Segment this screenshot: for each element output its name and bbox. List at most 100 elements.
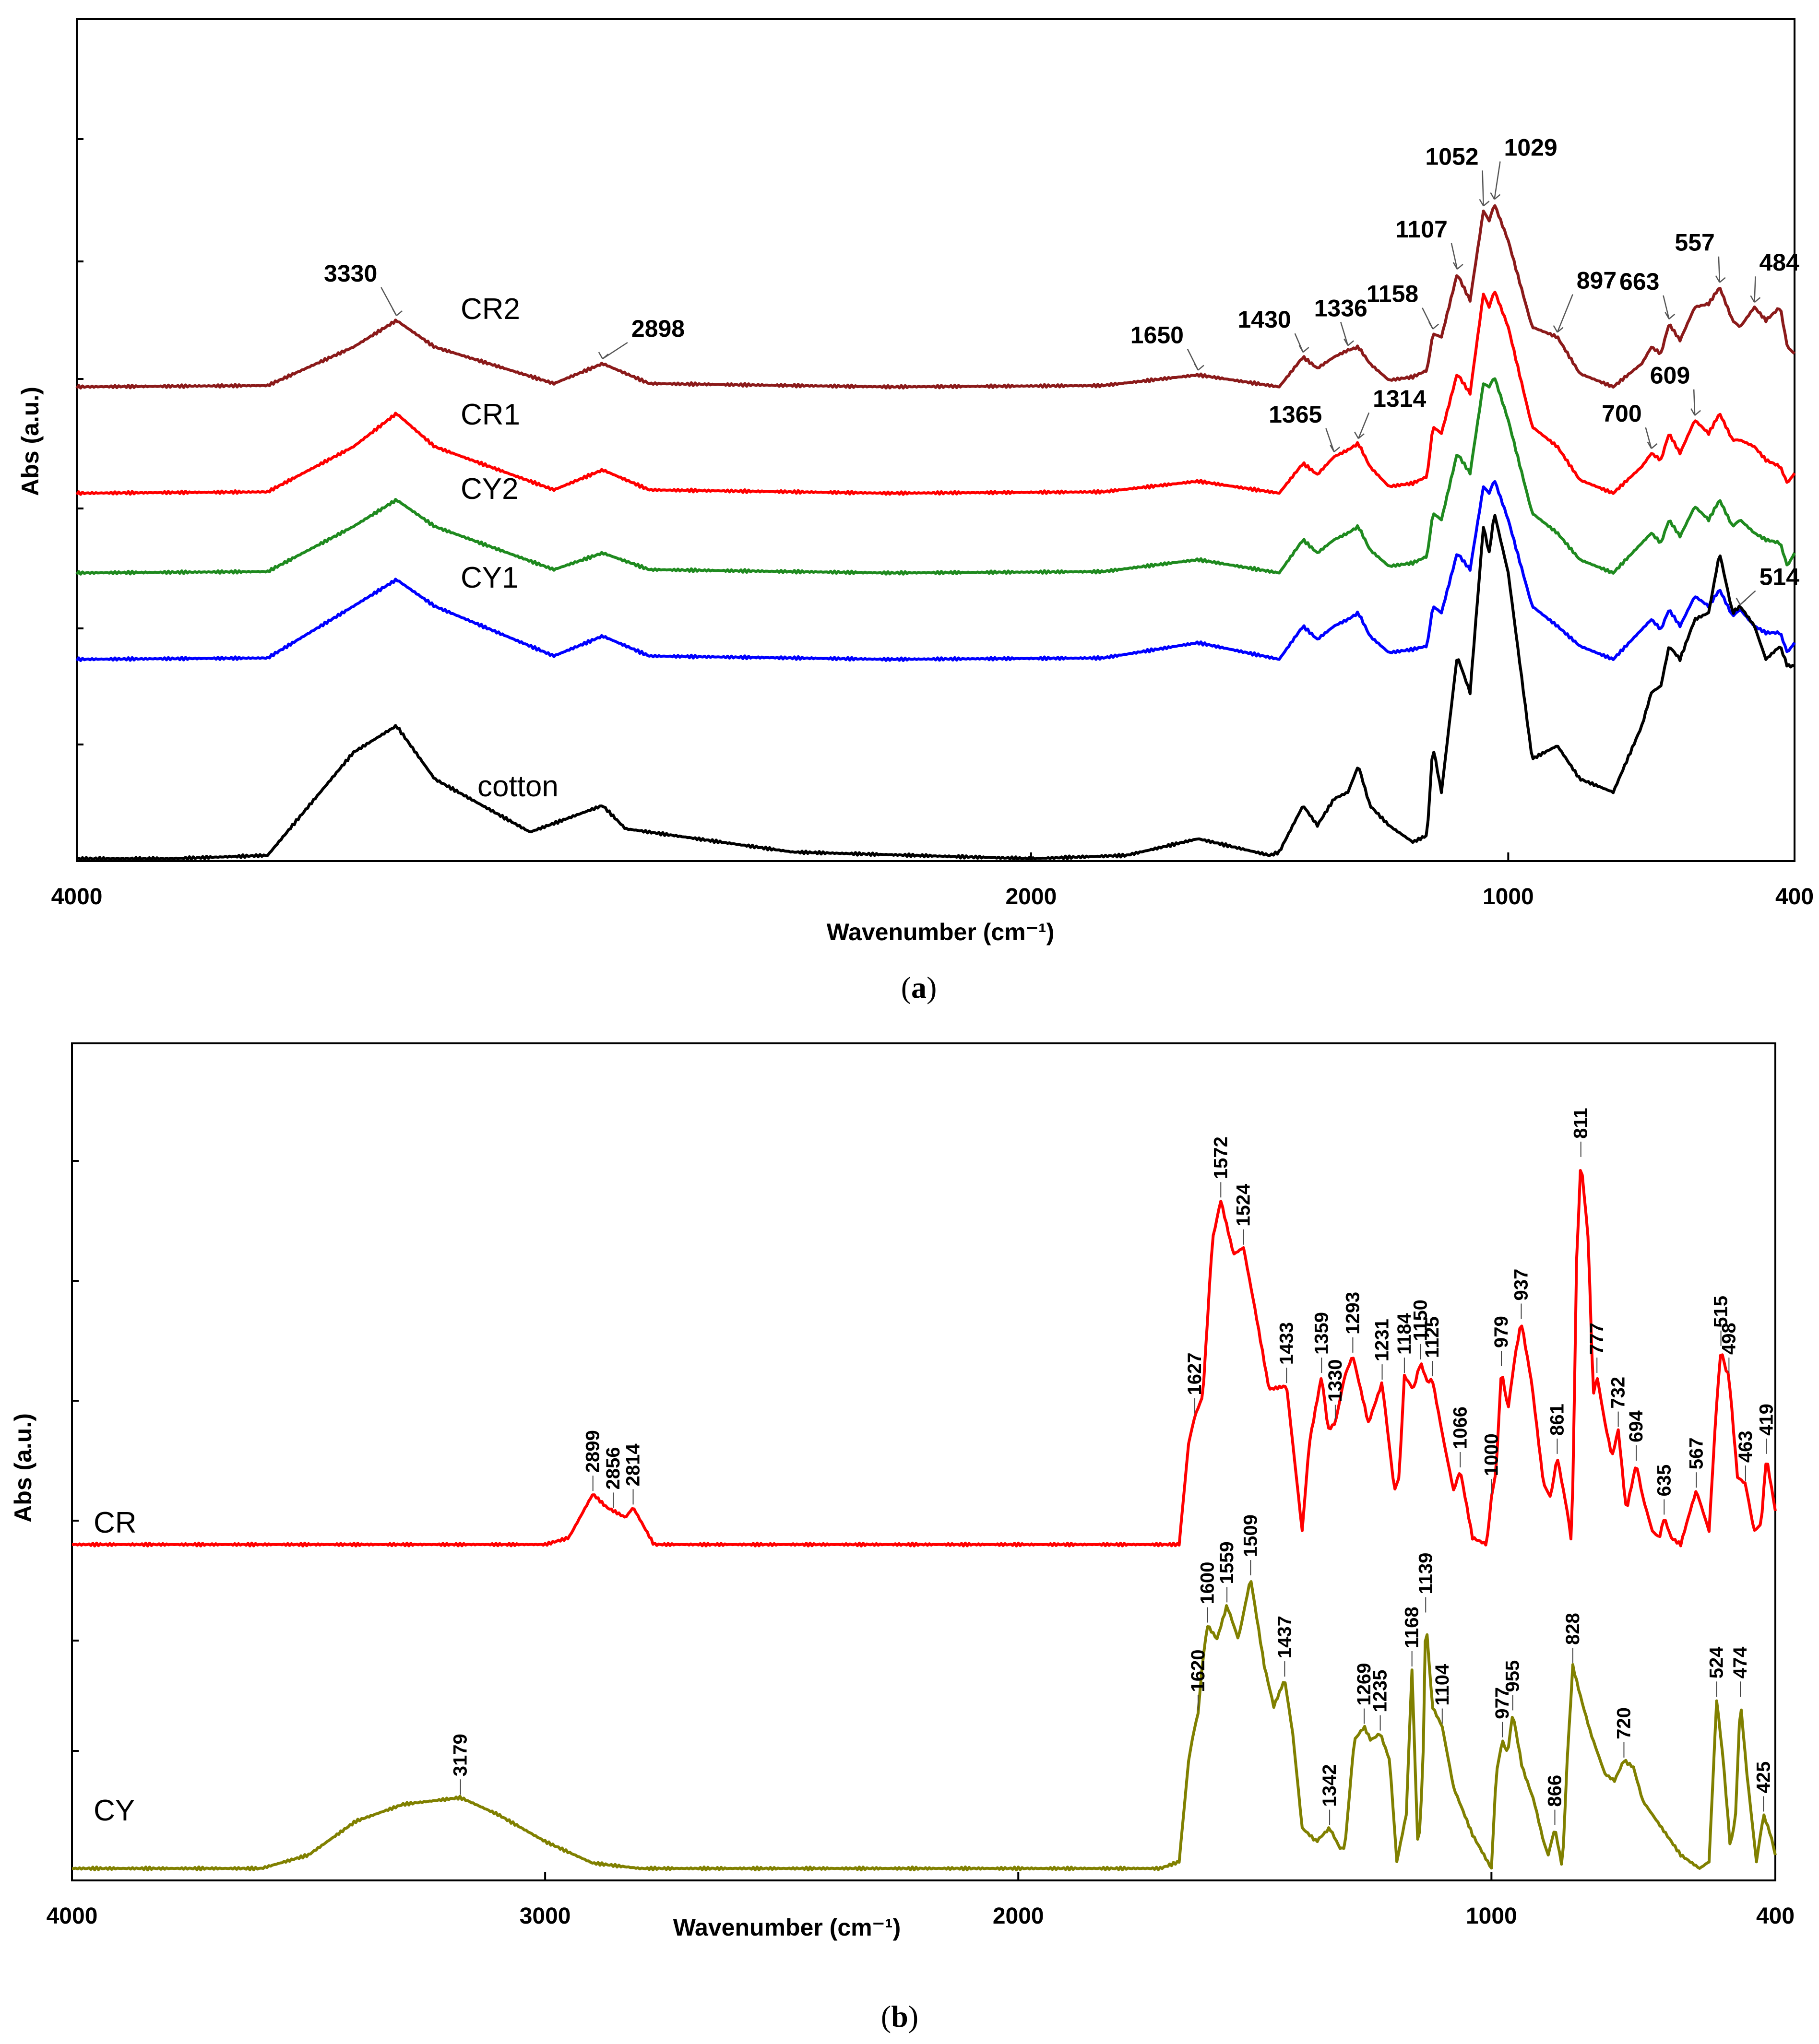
peak-arrow bbox=[1325, 428, 1335, 452]
b-x-tick-label: 3000 bbox=[520, 1903, 571, 1929]
a-x-tick-label: 1000 bbox=[1483, 884, 1534, 910]
peak-arrowhead bbox=[392, 308, 403, 316]
peak-label-720: 720 bbox=[1613, 1707, 1634, 1739]
peak-arrow bbox=[1357, 412, 1370, 439]
peak-arrow bbox=[1557, 294, 1573, 333]
series-cotton-label: cotton bbox=[477, 770, 559, 803]
peak-arrowhead bbox=[1553, 325, 1564, 333]
peak-arrowhead bbox=[1690, 408, 1701, 416]
peak-arrow bbox=[1482, 170, 1484, 206]
peak-label-474: 474 bbox=[1730, 1646, 1751, 1678]
peak-label-419: 419 bbox=[1756, 1404, 1777, 1436]
panel-b-plot-frame bbox=[71, 1042, 1776, 1881]
peak-label-700: 700 bbox=[1602, 400, 1641, 427]
peak-label-1359: 1359 bbox=[1311, 1312, 1332, 1355]
peak-label-897: 897 bbox=[1577, 267, 1617, 294]
peak-label-1029: 1029 bbox=[1504, 134, 1557, 161]
peak-label-1235: 1235 bbox=[1370, 1670, 1391, 1713]
peak-label-1158: 1158 bbox=[1367, 281, 1418, 307]
a-x-tick-label: 400 bbox=[1775, 884, 1814, 910]
peak-label-955: 955 bbox=[1502, 1660, 1523, 1692]
peak-arrow bbox=[1663, 295, 1670, 319]
peak-label-463: 463 bbox=[1735, 1430, 1756, 1463]
b-x-tick-label: 1000 bbox=[1466, 1903, 1517, 1929]
panel-a-series-labels: CR2 CR1 CY2 CY1 cotton bbox=[461, 293, 559, 803]
peak-label-1650: 1650 bbox=[1130, 322, 1184, 349]
peak-label-425: 425 bbox=[1753, 1761, 1774, 1794]
peak-label-811: 811 bbox=[1570, 1108, 1592, 1139]
peak-arrowhead bbox=[1330, 445, 1341, 452]
peak-label-1139: 1139 bbox=[1415, 1553, 1436, 1595]
peak-label-1330: 1330 bbox=[1325, 1359, 1346, 1402]
peak-label-1104: 1104 bbox=[1432, 1664, 1453, 1706]
peak-label-2899: 2899 bbox=[583, 1430, 604, 1473]
peak-label-515: 515 bbox=[1711, 1296, 1732, 1328]
peak-label-1125: 1125 bbox=[1422, 1316, 1443, 1358]
series-cr-label: CR bbox=[94, 1506, 137, 1539]
peak-arrowhead bbox=[1664, 312, 1676, 319]
b-x-tick-label: 4000 bbox=[47, 1903, 98, 1929]
peak-label-694: 694 bbox=[1626, 1410, 1647, 1442]
peak-label-498: 498 bbox=[1718, 1323, 1739, 1355]
peak-arrowhead bbox=[598, 352, 609, 359]
peak-arrowhead bbox=[1750, 295, 1761, 303]
peak-arrowhead bbox=[1736, 597, 1747, 605]
panel-a-y-ticks bbox=[77, 138, 83, 860]
peak-label-1559: 1559 bbox=[1216, 1541, 1237, 1584]
panel-a-caption: (a) bbox=[901, 970, 937, 1004]
panel-a-y-axis-title: Abs (a.u.) bbox=[17, 387, 44, 496]
peak-label-1269: 1269 bbox=[1354, 1663, 1375, 1706]
panel-a: 4000 2000 1000 400 CR2 CR1 CY2 CY1 cotton 3330 2… bbox=[17, 18, 1814, 1004]
peak-arrow bbox=[1340, 321, 1349, 346]
peak-label-609: 609 bbox=[1650, 362, 1690, 389]
series-cy2-label: CY2 bbox=[461, 473, 519, 506]
b-x-tick-label: 2000 bbox=[993, 1903, 1044, 1929]
peak-arrowhead bbox=[1193, 363, 1204, 371]
panel-b-series bbox=[71, 1169, 1777, 1872]
peak-arrowhead bbox=[1490, 192, 1501, 200]
panel-b-caption: (b) bbox=[881, 1999, 918, 2033]
peak-label-828: 828 bbox=[1562, 1613, 1583, 1645]
peak-label-1150: 1150 bbox=[1410, 1300, 1431, 1341]
peak-label-1336: 1336 bbox=[1314, 295, 1367, 321]
a-x-tick-label: 2000 bbox=[1005, 884, 1057, 910]
peak-label-635: 635 bbox=[1653, 1465, 1675, 1497]
panel-a-plot-frame bbox=[76, 18, 1795, 862]
panel-b-series-labels: CR CY bbox=[94, 1506, 137, 1827]
peak-label-861: 861 bbox=[1546, 1404, 1568, 1436]
b-x-tick-label: 400 bbox=[1756, 1903, 1795, 1929]
peak-label-979: 979 bbox=[1491, 1316, 1512, 1348]
peak-label-1437: 1437 bbox=[1274, 1616, 1295, 1658]
peak-label-567: 567 bbox=[1686, 1437, 1707, 1469]
peak-label-1365: 1365 bbox=[1269, 401, 1322, 428]
peak-label-557: 557 bbox=[1675, 229, 1714, 256]
peak-label-1168: 1168 bbox=[1402, 1607, 1423, 1648]
series-cr2-label: CR2 bbox=[461, 293, 520, 326]
peak-arrowhead bbox=[1647, 441, 1658, 449]
peak-label-514: 514 bbox=[1760, 564, 1800, 591]
series-cr1-label: CR1 bbox=[461, 398, 520, 431]
peak-label-1524: 1524 bbox=[1233, 1183, 1254, 1227]
peak-label-1184: 1184 bbox=[1394, 1313, 1415, 1355]
a-x-tick-label: 4000 bbox=[51, 884, 103, 910]
series-cy2-line bbox=[75, 377, 1796, 576]
peak-arrow bbox=[1494, 161, 1501, 200]
peak-label-1293: 1293 bbox=[1342, 1292, 1363, 1335]
series-cy-label: CY bbox=[94, 1794, 135, 1827]
peak-arrow bbox=[1718, 256, 1721, 283]
panel-b-x-ticks: 4000 3000 2000 1000 400 bbox=[47, 1872, 1795, 1929]
panel-a-x-axis-title: Wavenumber (cm⁻¹) bbox=[827, 919, 1055, 945]
peak-arrowhead bbox=[1715, 275, 1726, 283]
peak-label-1107: 1107 bbox=[1395, 216, 1447, 243]
peak-label-2898: 2898 bbox=[631, 315, 685, 342]
peak-label-1231: 1231 bbox=[1372, 1319, 1393, 1361]
peak-arrowhead bbox=[1354, 431, 1365, 439]
panel-b-y-axis-title: Abs (a.u.) bbox=[10, 1413, 36, 1523]
panel-b-x-axis-title: Wavenumber (cm⁻¹) bbox=[673, 1914, 901, 1941]
peak-arrowhead bbox=[1479, 199, 1490, 207]
panel-a-series bbox=[75, 204, 1796, 862]
peak-label-1433: 1433 bbox=[1276, 1322, 1297, 1365]
